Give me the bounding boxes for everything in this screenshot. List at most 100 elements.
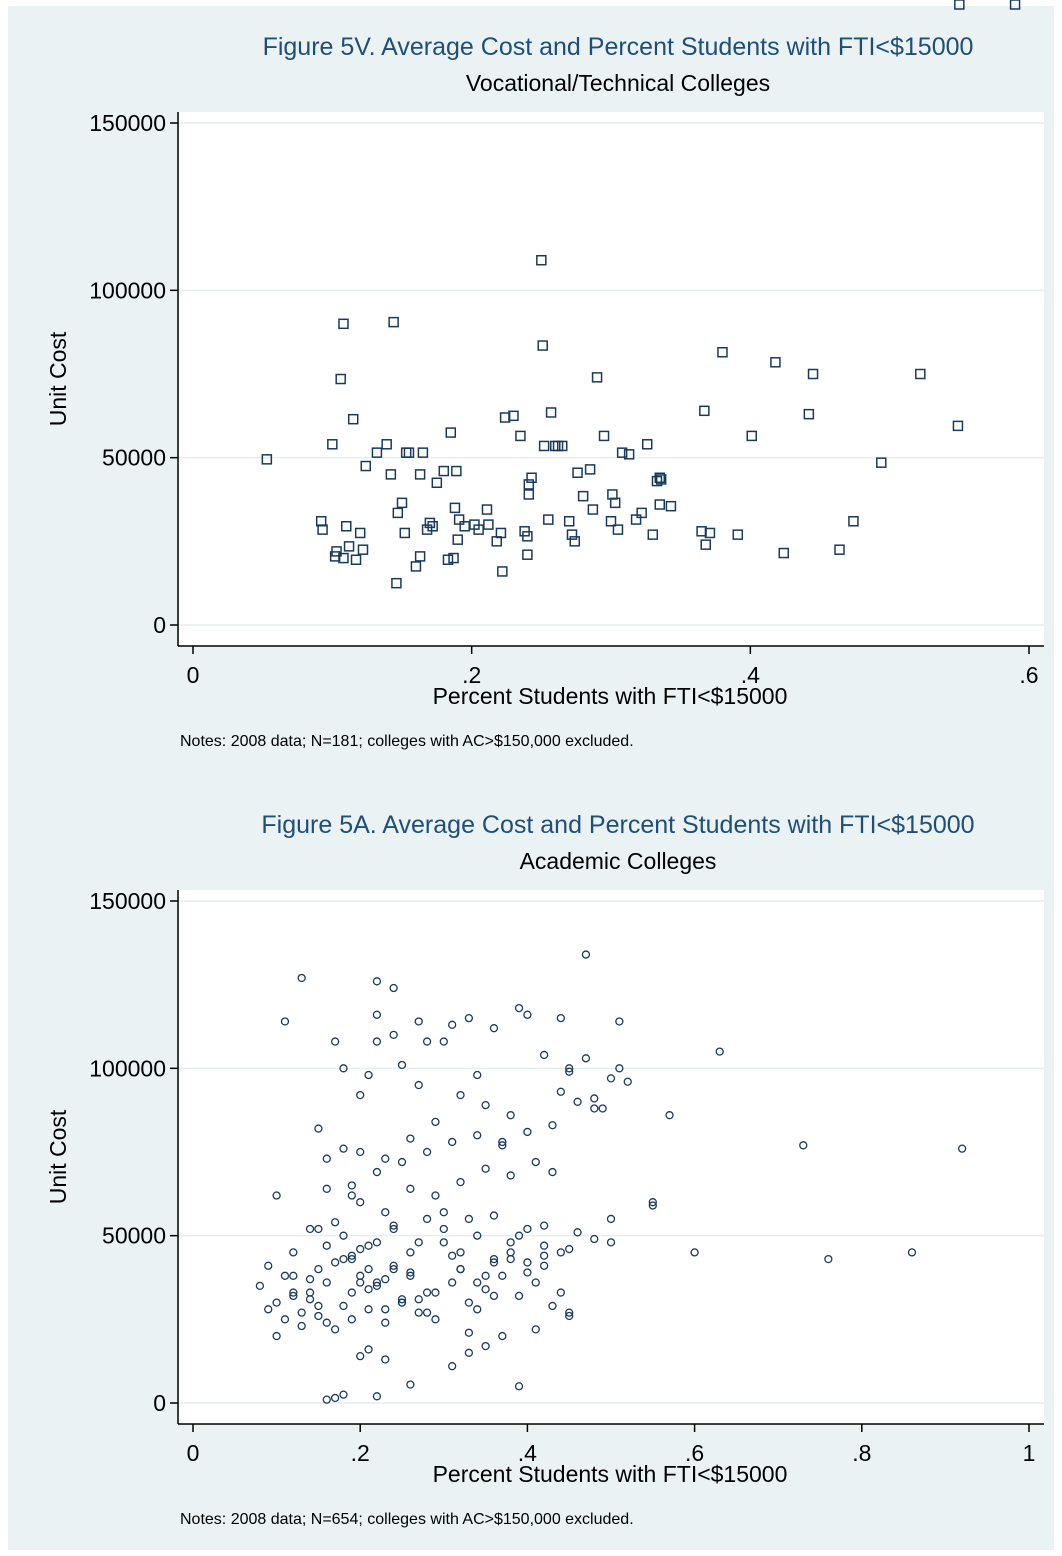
y-tick-label: 0 xyxy=(153,612,166,638)
data-point-square xyxy=(807,368,819,380)
data-point-square xyxy=(704,527,716,539)
data-point-circle xyxy=(489,1258,499,1267)
data-point-square xyxy=(522,549,533,560)
data-point-square xyxy=(665,500,677,512)
scatter-chart: Figure 5A. Average Cost and Percent Stud… xyxy=(45,811,1044,1528)
data-point-square xyxy=(770,357,781,368)
data-point-circle xyxy=(347,1288,356,1297)
data-point-circle xyxy=(598,1104,607,1113)
data-point-circle xyxy=(523,1010,532,1019)
data-point-circle xyxy=(907,1248,917,1257)
data-point-square xyxy=(954,0,965,10)
data-point-circle xyxy=(506,1238,515,1247)
data-point-circle xyxy=(481,1285,490,1294)
data-point-circle xyxy=(548,1167,557,1177)
data-point-circle xyxy=(322,1241,331,1250)
data-point-circle xyxy=(556,1248,565,1257)
data-point-circle xyxy=(957,1144,967,1153)
data-point-circle xyxy=(456,1248,465,1257)
data-point-circle xyxy=(372,977,382,986)
chart-note: Notes: 2008 data; N=654; colleges with A… xyxy=(180,1511,634,1528)
data-point-circle xyxy=(565,1064,574,1073)
data-point-circle xyxy=(314,1301,323,1311)
data-point-circle xyxy=(565,1244,574,1254)
data-point-square xyxy=(536,254,547,266)
data-point-circle xyxy=(330,1393,340,1403)
data-point-square xyxy=(357,544,369,555)
data-point-circle xyxy=(389,1030,398,1040)
data-point-circle xyxy=(389,1221,398,1230)
data-point-square xyxy=(360,460,372,472)
y-axis-title: Unit Cost xyxy=(45,1109,71,1204)
data-point-circle xyxy=(322,1278,331,1287)
data-point-circle xyxy=(431,1315,440,1324)
data-point-square xyxy=(876,457,887,468)
data-point-circle xyxy=(481,1341,490,1351)
data-point-square xyxy=(495,527,507,539)
data-point-circle xyxy=(389,1261,398,1270)
data-point-square xyxy=(508,410,519,422)
data-point-square xyxy=(424,517,436,529)
data-point-circle xyxy=(514,1291,524,1301)
data-point-square xyxy=(537,340,548,351)
data-point-circle xyxy=(590,1234,599,1244)
data-point-circle xyxy=(531,1278,540,1287)
data-point-square xyxy=(391,577,402,589)
data-point-circle xyxy=(581,1054,591,1063)
data-point-square xyxy=(338,318,349,330)
data-point-circle xyxy=(364,1345,373,1354)
data-point-circle xyxy=(322,1184,331,1193)
data-point-circle xyxy=(422,1308,432,1317)
data-point-circle xyxy=(799,1141,808,1150)
x-axis-title: Percent Students with FTI<$15000 xyxy=(433,1461,788,1487)
chart-panel-vocational: Figure 5V. Average Cost and Percent Stud… xyxy=(8,0,1062,778)
data-point-square xyxy=(616,447,628,458)
data-point-circle xyxy=(548,1301,557,1311)
y-tick-label: 50000 xyxy=(102,1223,166,1249)
data-point-circle xyxy=(339,1254,348,1264)
x-axis-title: Percent Students with FTI<$15000 xyxy=(433,683,788,709)
data-point-square xyxy=(700,539,711,550)
data-point-circle xyxy=(406,1184,415,1193)
data-point-square xyxy=(563,516,575,527)
data-point-circle xyxy=(539,1241,549,1250)
data-point-circle xyxy=(364,1285,373,1294)
data-point-square xyxy=(522,531,533,542)
data-point-circle xyxy=(431,1117,440,1127)
data-point-circle xyxy=(372,1037,382,1046)
data-point-square xyxy=(605,516,617,527)
data-point-square xyxy=(587,504,599,515)
data-point-circle xyxy=(406,1380,415,1389)
data-point-square xyxy=(449,502,461,514)
data-point-circle xyxy=(414,1017,423,1026)
data-point-circle xyxy=(473,1278,482,1287)
data-point-circle xyxy=(539,1050,549,1060)
data-point-circle xyxy=(364,1305,373,1314)
data-point-square xyxy=(654,499,666,510)
data-point-square xyxy=(335,373,346,385)
y-tick-label: 100000 xyxy=(89,1055,166,1081)
data-point-square xyxy=(778,547,790,559)
data-point-square xyxy=(834,544,845,555)
data-point-circle xyxy=(824,1254,833,1264)
data-point-circle xyxy=(314,1224,323,1234)
data-point-circle xyxy=(506,1254,515,1264)
data-point-circle xyxy=(590,1104,599,1113)
data-point-circle xyxy=(339,1231,348,1240)
data-point-circle xyxy=(255,1281,265,1291)
data-point-square xyxy=(717,346,728,358)
data-point-circle xyxy=(648,1198,657,1207)
data-point-circle xyxy=(289,1271,298,1280)
y-tick-label: 0 xyxy=(153,1390,166,1416)
data-point-square xyxy=(569,536,581,547)
data-point-circle xyxy=(372,1281,382,1291)
data-point-circle xyxy=(397,1060,407,1070)
data-point-square xyxy=(630,514,642,525)
data-point-circle xyxy=(565,1308,574,1317)
data-point-square xyxy=(543,514,554,525)
data-point-circle xyxy=(615,1017,624,1026)
data-point-square xyxy=(641,439,653,450)
data-point-square xyxy=(566,529,578,540)
data-point-circle xyxy=(456,1264,465,1274)
data-point-square xyxy=(396,497,408,509)
